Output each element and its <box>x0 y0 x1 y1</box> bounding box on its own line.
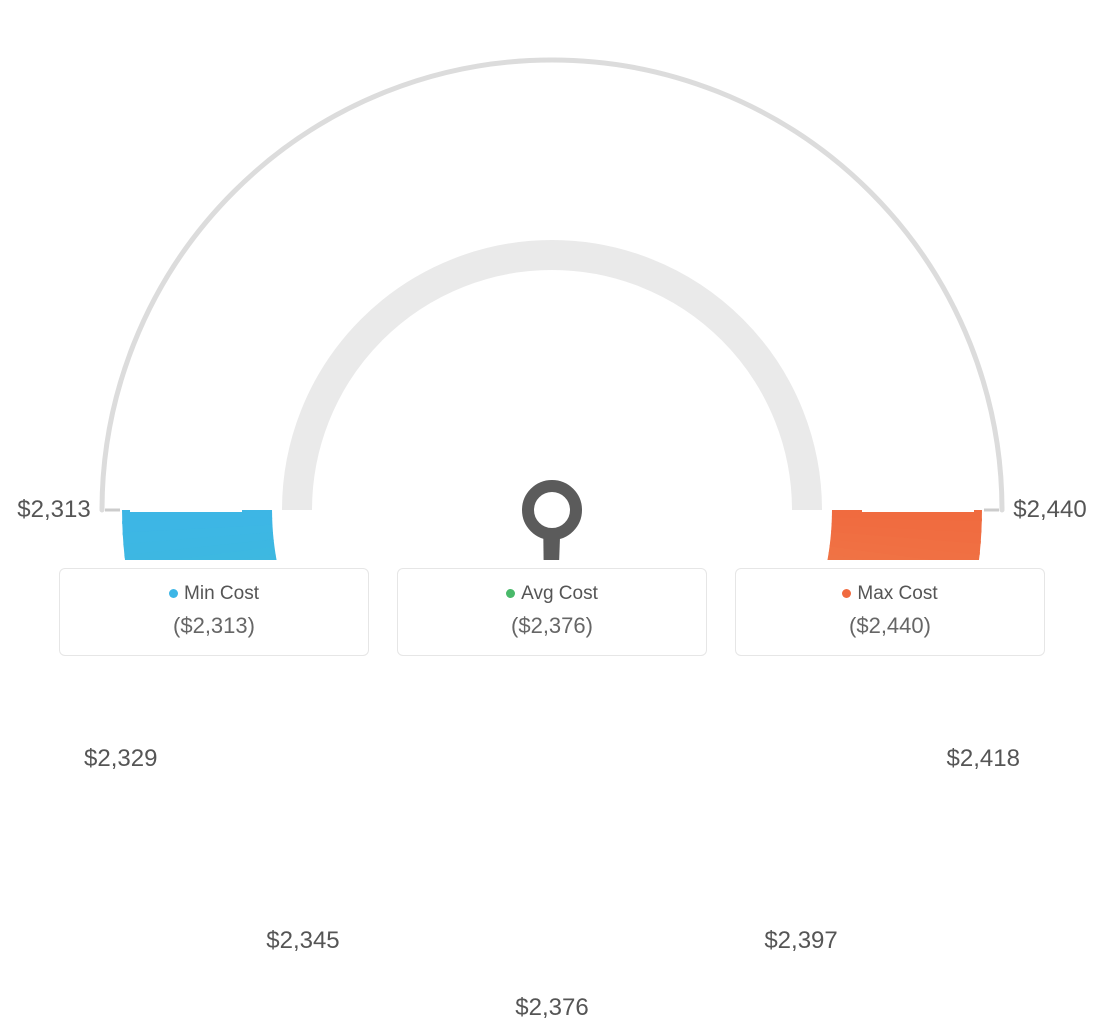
legend-row: Min Cost ($2,313) Avg Cost ($2,376) Max … <box>0 568 1104 656</box>
gauge-tick-label: $2,440 <box>1013 496 1086 524</box>
legend-card-min: Min Cost ($2,313) <box>59 568 369 656</box>
gauge-tick-label: $2,313 <box>17 496 90 524</box>
legend-dot-min <box>169 589 178 598</box>
legend-title-max: Max Cost <box>754 583 1026 605</box>
gauge-needle-hub <box>528 486 576 534</box>
gauge-svg <box>0 0 1104 560</box>
gauge-inner-mask <box>297 255 807 510</box>
legend-value-avg: ($2,376) <box>416 613 688 639</box>
gauge-tick-label: $2,418 <box>947 745 1020 773</box>
legend-label-avg: Avg Cost <box>521 583 598 604</box>
gauge-tick-label: $2,397 <box>764 927 837 955</box>
gauge-outer-arc <box>102 60 1002 510</box>
gauge-tick-label: $2,376 <box>515 994 588 1022</box>
legend-value-min: ($2,313) <box>78 613 350 639</box>
legend-value-max: ($2,440) <box>754 613 1026 639</box>
gauge-tick-label: $2,329 <box>84 745 157 773</box>
legend-dot-avg <box>506 589 515 598</box>
legend-card-avg: Avg Cost ($2,376) <box>397 568 707 656</box>
legend-label-max: Max Cost <box>857 583 937 604</box>
legend-title-avg: Avg Cost <box>416 583 688 605</box>
legend-dot-max <box>842 589 851 598</box>
gauge-tick-label: $2,345 <box>266 927 339 955</box>
legend-label-min: Min Cost <box>184 583 259 604</box>
legend-title-min: Min Cost <box>78 583 350 605</box>
legend-card-max: Max Cost ($2,440) <box>735 568 1045 656</box>
gauge-chart: $2,313$2,329$2,345$2,376$2,397$2,418$2,4… <box>0 0 1104 560</box>
